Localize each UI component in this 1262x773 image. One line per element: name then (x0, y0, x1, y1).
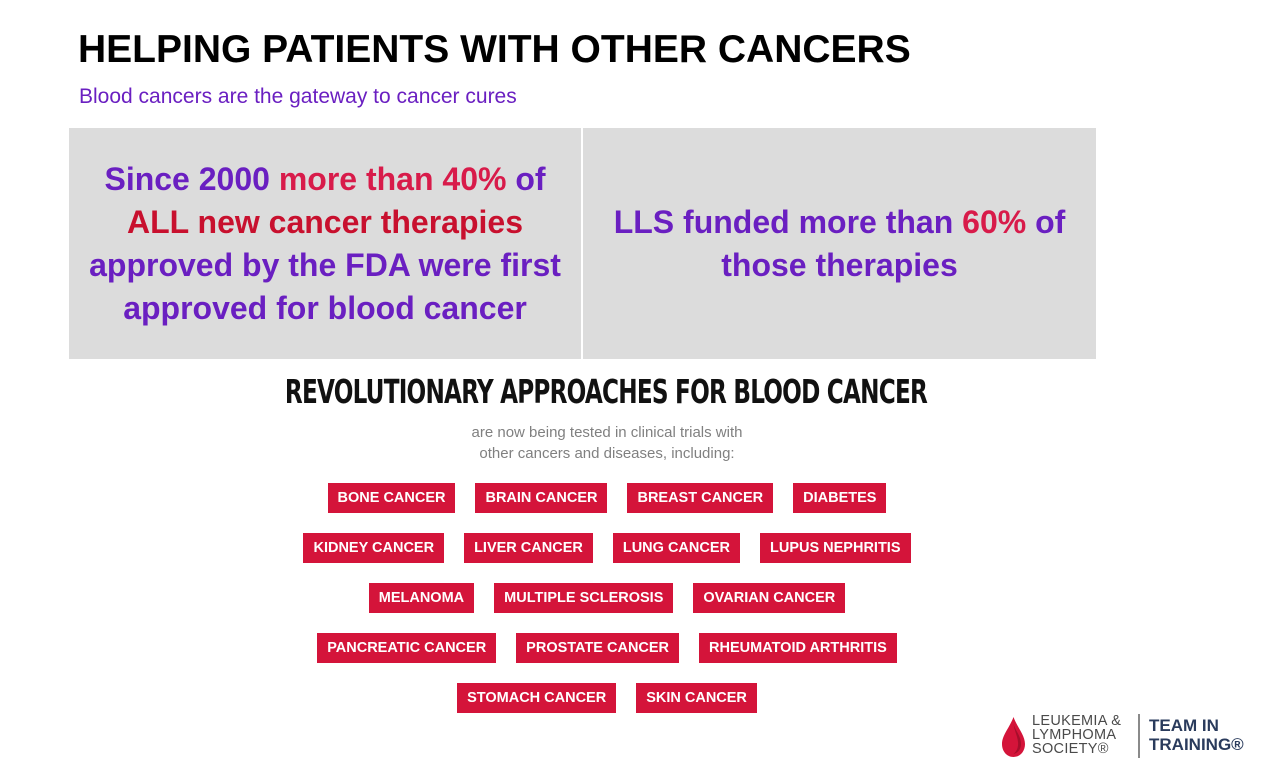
disease-tag: PROSTATE CANCER (516, 633, 680, 663)
stat-highlight-percent: more than 40% (278, 160, 507, 197)
disease-tag-list: BONE CANCER BRAIN CANCER BREAST CANCER DIAB… (0, 483, 1214, 733)
logo-org-line: SOCIETY® (1032, 741, 1109, 757)
disease-tag: PANCREATIC CANCER (317, 633, 497, 663)
stat-highlight-percent: 60% (962, 203, 1027, 240)
disease-tag: KIDNEY CANCER (303, 533, 445, 563)
disease-tag: BONE CANCER (327, 483, 456, 513)
disease-tag: SKIN CANCER (636, 683, 757, 713)
section-note-line: are now being tested in clinical trials … (471, 424, 743, 441)
logo-org-line: LEUKEMIA & (1032, 713, 1122, 729)
lls-logo: LEUKEMIA & LYMPHOMA SOCIETY® TEAM IN TRA… (1000, 712, 1255, 762)
section-note-line: other cancers and diseases, including: (479, 445, 735, 462)
logo-team-name: TEAM IN TRAINING® (1149, 716, 1244, 754)
stat-text-part: LLS funded more than (613, 203, 963, 240)
disease-tag: BREAST CANCER (627, 483, 774, 513)
blood-drop-icon (1002, 717, 1025, 757)
disease-tag-row: STOMACH CANCER SKIN CANCER (0, 683, 1214, 713)
disease-tag: DIABETES (793, 483, 887, 513)
stat-highlight-all-therapies: ALL new cancer therapies (127, 203, 523, 240)
disease-tag: MULTIPLE SCLEROSIS (494, 583, 674, 613)
logo-org-line: LYMPHOMA (1032, 727, 1117, 743)
stat-text-part: of those therapies (721, 203, 1066, 283)
disease-tag: MELANOMA (368, 583, 475, 613)
stats-panels: Since 2000 more than 40% of ALL new canc… (69, 128, 1096, 359)
logo-divider (1138, 714, 1140, 758)
page-subtitle: Blood cancers are the gateway to cancer … (79, 85, 517, 108)
disease-tag-row: PANCREATIC CANCER PROSTATE CANCER RHEUMATO… (0, 633, 1214, 663)
stat-text-part: of (506, 160, 546, 197)
stat-text-lls: LLS funded more than 60% of those therap… (603, 201, 1076, 287)
stat-text-fda: Since 2000 more than 40% of ALL new canc… (75, 158, 575, 330)
disease-tag: STOMACH CANCER (457, 683, 617, 713)
logo-org-name: LEUKEMIA & LYMPHOMA SOCIETY® (1032, 713, 1122, 757)
disease-tag-row: BONE CANCER BRAIN CANCER BREAST CANCER DIAB… (0, 483, 1214, 513)
logo-team-line: TEAM IN (1149, 716, 1219, 735)
disease-tag: LUPUS NEPHRITIS (759, 533, 911, 563)
page-title: HELPING PATIENTS WITH OTHER CANCERS (78, 28, 911, 71)
disease-tag: LIVER CANCER (464, 533, 593, 563)
section-note: are now being tested in clinical trials … (0, 422, 1214, 464)
disease-tag: LUNG CANCER (612, 533, 740, 563)
stat-panel-fda-therapies: Since 2000 more than 40% of ALL new canc… (69, 128, 581, 359)
logo-team-line: TRAINING® (1149, 735, 1244, 754)
disease-tag-row: KIDNEY CANCER LIVER CANCER LUNG CANCER LUPU… (0, 533, 1214, 563)
disease-tag: RHEUMATOID ARTHRITIS (699, 633, 897, 663)
section-headline: REVOLUTIONARY APPROACHES FOR BLOOD CANCE… (284, 372, 928, 411)
stat-text-part: approved by the FDA were first approved … (89, 246, 561, 326)
disease-tag: BRAIN CANCER (475, 483, 608, 513)
stat-text-part: Since 2000 (104, 160, 279, 197)
disease-tag-row: MELANOMA MULTIPLE SCLEROSIS OVARIAN CANCER (0, 583, 1214, 613)
stat-panel-lls-funded: LLS funded more than 60% of those therap… (583, 128, 1096, 359)
disease-tag: OVARIAN CANCER (693, 583, 846, 613)
